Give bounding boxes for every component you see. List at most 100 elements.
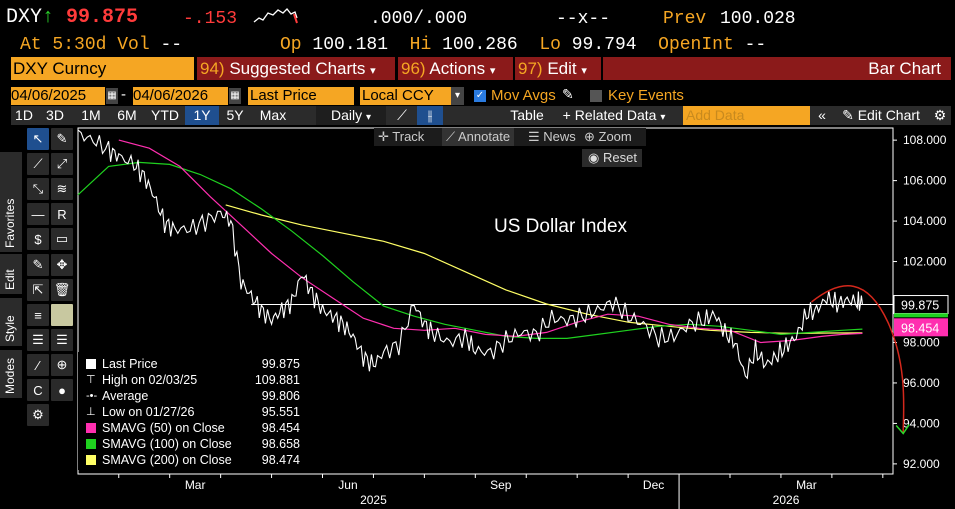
zoom-label: Zoom	[598, 129, 632, 144]
arrow-head-icon	[895, 424, 910, 435]
tab-modes[interactable]: Modes	[0, 350, 22, 398]
year-label: 2025	[360, 493, 387, 507]
crosshair-icon[interactable]: ⁄	[27, 354, 49, 376]
horizontal-line-icon[interactable]: —	[27, 203, 49, 225]
chevron-down-icon[interactable]: ▾	[451, 87, 464, 105]
series-line	[77, 161, 863, 339]
fill-color-icon[interactable]	[51, 304, 73, 326]
period-3d[interactable]: 3D	[46, 107, 64, 123]
related-data-button[interactable]: + Related Data ▾	[549, 106, 679, 125]
period-5y[interactable]: 5Y	[226, 107, 244, 123]
chart-legend: Last Price 99.875 ⊤ High on 02/03/25 109.881…	[78, 352, 330, 470]
sma50-tag: 98.454	[901, 321, 939, 335]
low-label: Lo	[539, 35, 561, 55]
frequency-select[interactable]: Daily ▾	[316, 106, 386, 125]
tab-favorites[interactable]: Favorites	[0, 152, 22, 252]
currency-select[interactable]: Local CCY	[360, 87, 452, 105]
reset-icon: ◉	[588, 150, 600, 165]
ray-icon[interactable]: ⤢	[51, 153, 73, 175]
period-1m[interactable]: 1M	[81, 107, 101, 123]
legend-label: High on 02/03/25	[102, 373, 198, 387]
period-6m[interactable]: 6M	[117, 107, 137, 123]
start-date-field[interactable]: 04/06/2025	[11, 87, 105, 105]
snapshot-icon[interactable]: C	[27, 379, 49, 401]
track-button[interactable]: ✛ Track	[378, 129, 425, 144]
security-field[interactable]: DXY Curncy	[11, 57, 194, 80]
y-tick-label: 92.000	[903, 457, 940, 471]
channel-icon[interactable]: ⤡	[27, 178, 49, 200]
cursor-icon[interactable]: ↖	[27, 128, 49, 150]
fib-icon[interactable]: ≋	[51, 178, 73, 200]
tab-edit[interactable]: Edit	[0, 254, 22, 294]
price-label-icon[interactable]: $	[27, 228, 49, 250]
text-tool-icon[interactable]: R	[51, 203, 73, 225]
calendar-icon[interactable]: ▦	[106, 88, 118, 104]
at-label: At	[20, 35, 42, 55]
legend-row: ⊤ High on 02/03/25 109.881	[78, 372, 330, 388]
end-date-field[interactable]: 04/06/2026	[133, 87, 228, 105]
pen-tool-icon[interactable]: ✎	[51, 128, 73, 150]
legend-swatch	[86, 359, 96, 369]
period-1d[interactable]: 1D	[15, 107, 33, 123]
trendline-icon[interactable]: ⟋	[27, 153, 49, 175]
dropdown-arrow-icon: ▾	[489, 65, 496, 77]
suggested-charts-menu[interactable]: 94) Suggested Charts ▾	[197, 57, 395, 80]
change-value: -.153	[183, 9, 238, 29]
line-chart-icon[interactable]: ⟋	[397, 107, 407, 123]
down-tick-icon: ⊥	[86, 406, 96, 418]
annotate-button[interactable]: ⟋ Annotate	[442, 128, 515, 146]
up-tick-icon: ⊤	[86, 374, 96, 386]
line-style-icon[interactable]: ≡	[27, 304, 49, 326]
open-value: 100.181	[312, 35, 389, 55]
collapse-icon[interactable]: «	[818, 107, 826, 123]
last-price-tag: 99.875	[901, 299, 939, 313]
calendar-icon[interactable]: ▦	[229, 88, 241, 104]
actions-menu[interactable]: 96) Actions ▾	[398, 57, 513, 80]
pencil-icon[interactable]: ✎	[27, 254, 49, 276]
y-tick-label: 98.000	[903, 335, 940, 349]
period-1y[interactable]: 1Y	[185, 106, 219, 125]
chevron-down-icon: ▾	[365, 112, 372, 123]
period-ytd[interactable]: YTD	[151, 107, 179, 123]
magnet-icon[interactable]: ⊕	[51, 354, 73, 376]
chart-type-label: Bar Chart	[868, 59, 941, 78]
chart-toolbar: 1D 3D 1M 6M YTD 1Y 5Y Max Daily ▾ ⟋ ⫲ Table + R…	[11, 106, 951, 125]
x-tick-label: Dec	[643, 478, 664, 492]
tab-style[interactable]: Style	[0, 298, 22, 346]
legend-swatch	[86, 455, 96, 465]
mov-avgs-checkbox[interactable]: ✓	[474, 90, 486, 102]
high-label: Hi	[409, 35, 432, 55]
legend-label: Last Price	[102, 357, 158, 371]
pencil-icon[interactable]: ✎	[562, 86, 574, 102]
field-select[interactable]: Last Price	[248, 87, 354, 105]
add-data-input[interactable]: Add Data	[683, 106, 810, 125]
edit-chart-button[interactable]: ✎ Edit Chart	[835, 106, 927, 125]
legend-row: SMAVG (50) on Close 98.454	[78, 420, 330, 436]
line-width-icon[interactable]: ☰	[27, 329, 49, 351]
gear-icon[interactable]: ⚙	[933, 107, 947, 123]
news-button[interactable]: ☰ News	[528, 129, 576, 144]
ticker-header: DXY↑ 99.875	[6, 6, 138, 29]
legend-value: 99.875	[261, 357, 300, 371]
palette-icon[interactable]: ●	[51, 379, 73, 401]
gear-icon[interactable]: ⚙	[27, 404, 49, 426]
line-color-icon[interactable]: ☰	[51, 329, 73, 351]
zoom-button[interactable]: ⊕ Zoom	[584, 129, 632, 144]
table-button[interactable]: Table	[510, 107, 544, 123]
key-events-checkbox[interactable]	[590, 90, 602, 102]
legend-row: Last Price 99.875	[78, 356, 330, 372]
trash-icon[interactable]: 🗑	[51, 279, 73, 301]
move-icon[interactable]: ✥	[51, 254, 73, 276]
legend-value: 98.474	[261, 453, 300, 467]
legend-row: -•- Average 99.806	[78, 388, 330, 404]
bar-chart-icon[interactable]: ⫲	[417, 106, 443, 125]
sparkline-icon	[253, 8, 298, 24]
x-tick-label: Jun	[338, 478, 357, 492]
rectangle-icon[interactable]: ▭	[51, 228, 73, 250]
period-max[interactable]: Max	[259, 107, 287, 123]
reset-button[interactable]: ◉ Reset	[582, 149, 642, 167]
select-icon[interactable]: ⇱	[27, 279, 49, 301]
edit-menu[interactable]: 97) Edit ▾	[515, 57, 601, 80]
frequency-label: Daily	[330, 107, 363, 123]
